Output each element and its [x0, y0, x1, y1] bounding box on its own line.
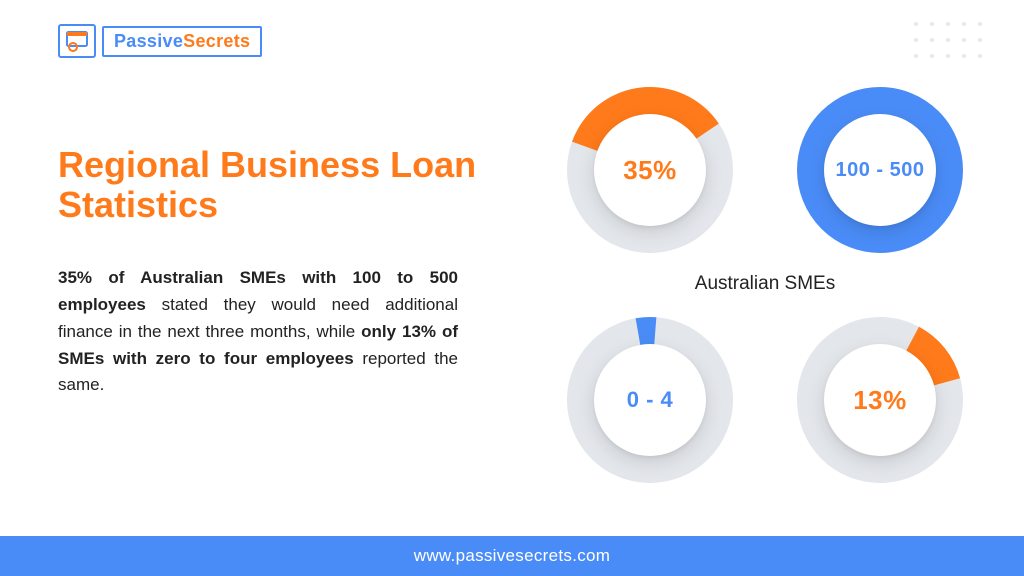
logo-word-1: Passive: [114, 31, 183, 51]
donut-chart: 0 - 4: [565, 315, 735, 485]
donut-label: 0 - 4: [627, 387, 674, 413]
dot-grid-decoration: [914, 22, 984, 60]
charts-mid-label: Australian SMEs: [695, 273, 835, 295]
charts-grid: 35% 100 - 500 Australian SMEs 0 - 4 13%: [555, 85, 975, 485]
donut-label: 13%: [853, 385, 907, 416]
logo-word-2: Secrets: [183, 31, 250, 51]
donut-center: 35%: [594, 114, 706, 226]
donut-chart: 100 - 500: [795, 85, 965, 255]
body-paragraph: 35% of Australian SMEs with 100 to 500 e…: [58, 265, 458, 399]
logo-text-box: PassiveSecrets: [102, 26, 262, 57]
logo-icon: [58, 24, 96, 58]
page-title: Regional Business Loan Statistics: [58, 145, 478, 226]
donut-label: 35%: [623, 155, 677, 186]
donut-center: 100 - 500: [824, 114, 936, 226]
donut-chart: 13%: [795, 315, 965, 485]
brand-logo: PassiveSecrets: [58, 24, 262, 58]
footer-url: www.passivesecrets.com: [414, 546, 611, 566]
donut-center: 13%: [824, 344, 936, 456]
donut-chart: 35%: [565, 85, 735, 255]
footer-bar: www.passivesecrets.com: [0, 536, 1024, 576]
donut-label: 100 - 500: [835, 159, 924, 182]
donut-center: 0 - 4: [594, 344, 706, 456]
